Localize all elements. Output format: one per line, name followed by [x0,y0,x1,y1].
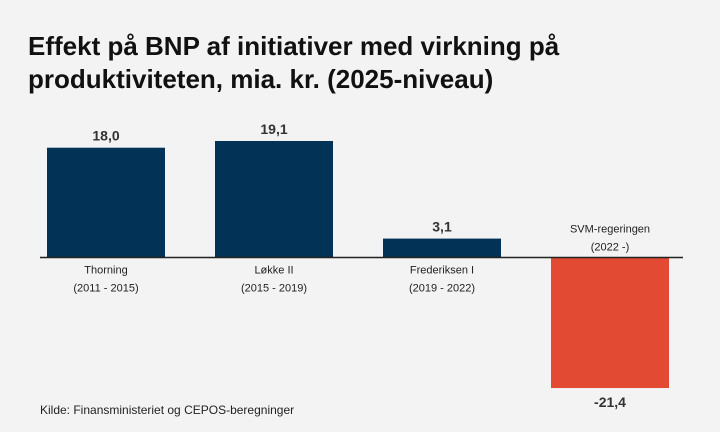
source-note: Kilde: Finansministeriet og CEPOS-beregn… [40,403,295,417]
data-label-4: -21,4 [594,394,626,410]
category-label-3: Frederiksen I [410,265,474,277]
bar-3 [383,238,501,258]
chart-title-line-1: Effekt på BNP af initiativer med virknin… [28,31,560,61]
labels-group: 18,0 Thorning (2011 - 2015) 19,1 Løkke II (20… [73,121,650,410]
category-period-3: (2019 - 2022) [409,283,475,295]
category-period-1: (2011 - 2015) [73,283,138,295]
data-label-2: 19,1 [260,121,287,137]
category-period-2: (2015 - 2019) [241,283,307,295]
bar-2 [215,140,333,258]
bar-1 [47,147,165,258]
data-label-3: 3,1 [432,219,452,235]
bar-4 [551,257,669,389]
category-label-2: Løkke II [254,265,293,277]
category-label-1: Thorning [84,265,127,277]
chart-title-line-2: produktiviteten, mia. kr. (2025-niveau) [28,64,494,94]
category-label-4: SVM-regeringen [570,224,650,236]
chart-title: Effekt på BNP af initiativer med virknin… [28,30,698,96]
bars-group [47,140,669,389]
data-label-1: 18,0 [92,128,119,144]
category-period-4: (2022 -) [591,242,630,254]
